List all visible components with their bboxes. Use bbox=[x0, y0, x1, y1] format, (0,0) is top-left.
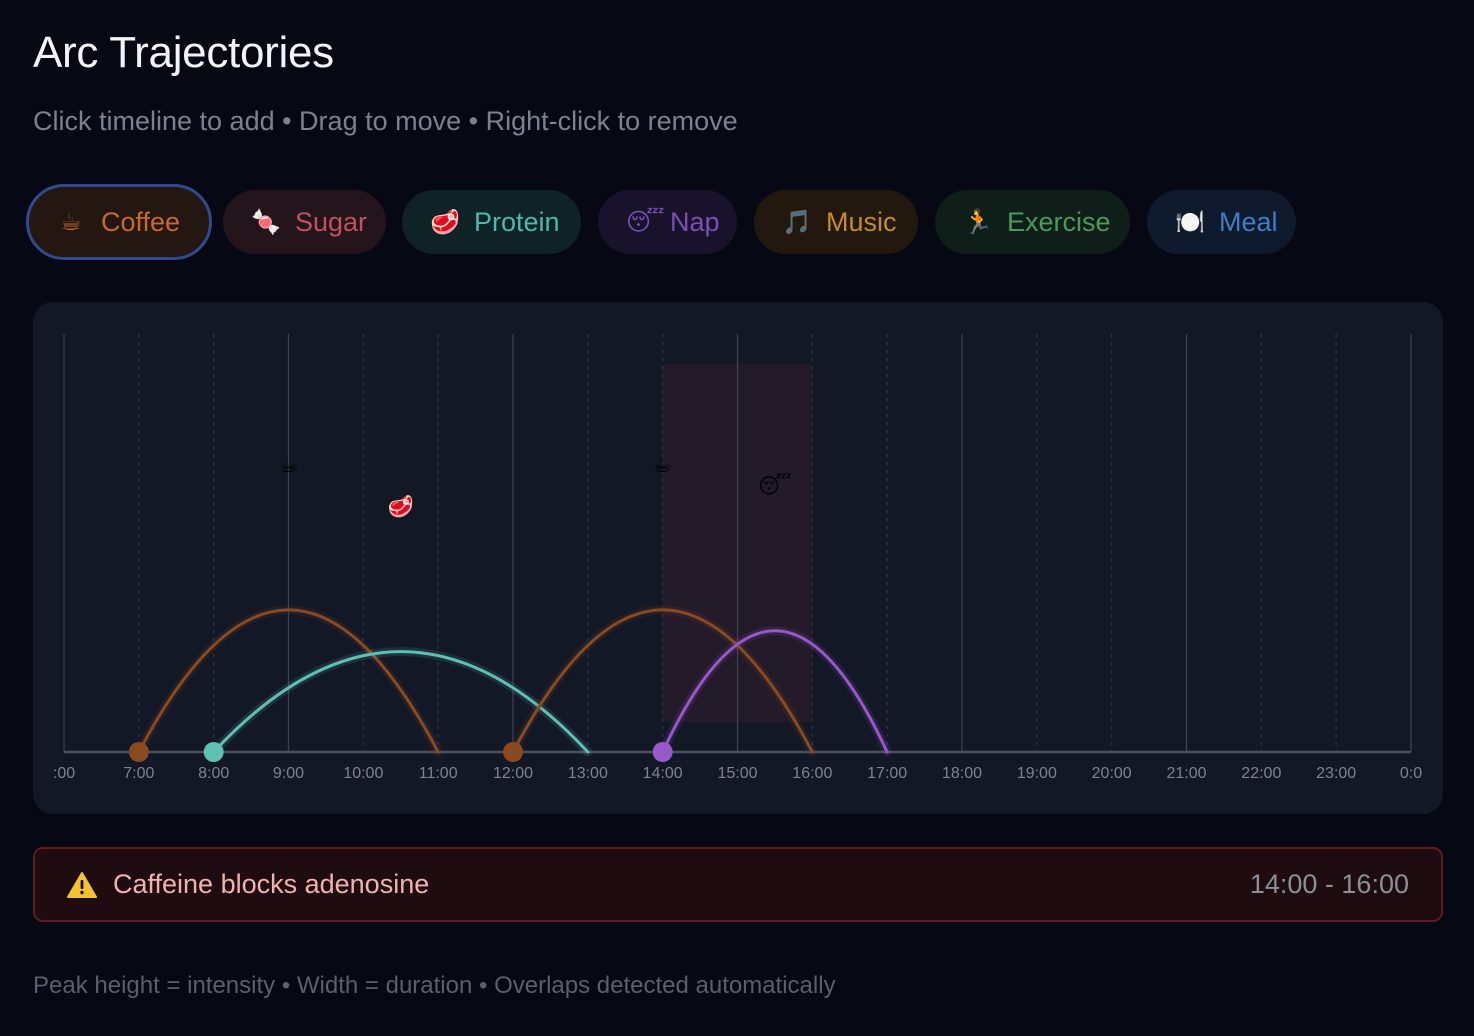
tick-label: 18:00 bbox=[942, 765, 982, 782]
tick-label: 23:00 bbox=[1316, 765, 1356, 782]
timeline-chart[interactable]: :00 7:00 8:00 9:00 10:00 11:00 12:00 13:00 14:00… bbox=[33, 302, 1443, 814]
nap-marker-icon: 😴 bbox=[758, 473, 792, 498]
chip-label: Protein bbox=[474, 206, 560, 237]
tick-label: 11:00 bbox=[419, 765, 458, 782]
page-title: Arc Trajectories bbox=[33, 28, 334, 77]
coffee-handle[interactable] bbox=[128, 742, 149, 762]
coffee-handle[interactable] bbox=[503, 742, 523, 762]
tick-label: 17:00 bbox=[867, 765, 907, 782]
coffee-arc[interactable] bbox=[511, 608, 814, 754]
page-subtitle: Click timeline to add • Drag to move • R… bbox=[33, 106, 738, 136]
music-icon: 🎵 bbox=[782, 208, 812, 236]
tick-label: 16:00 bbox=[792, 765, 832, 782]
exercise-icon: 🏃 bbox=[963, 208, 993, 236]
coffee-marker-icon: ☕ bbox=[279, 454, 298, 477]
nap-icon: 😴 bbox=[626, 208, 665, 236]
tick-label: 19:00 bbox=[1017, 765, 1057, 782]
chip-coffee[interactable]: ☕ Coffee bbox=[26, 184, 212, 260]
alert-time-range: 14:00 - 16:00 bbox=[1249, 869, 1409, 899]
tick-label: 0:0 bbox=[1400, 765, 1422, 782]
warning-icon bbox=[67, 871, 97, 898]
chip-meal[interactable]: 🍽️ Meal bbox=[1147, 190, 1296, 254]
tick-label: :00 bbox=[53, 765, 75, 782]
meal-icon: 🍽️ bbox=[1175, 208, 1205, 236]
tick-label: 21:00 bbox=[1166, 765, 1206, 782]
tick-label: 20:00 bbox=[1092, 765, 1132, 782]
chip-music[interactable]: 🎵 Music bbox=[754, 190, 918, 254]
overlap-alert: Caffeine blocks adenosine 14:00 - 16:00 bbox=[33, 847, 1443, 922]
tick-label: 8:00 bbox=[198, 765, 229, 782]
protein-arc[interactable] bbox=[212, 650, 590, 754]
coffee-marker-icon: ☕ bbox=[653, 454, 672, 477]
timeline-chart-panel[interactable]: :00 7:00 8:00 9:00 10:00 11:00 12:00 13:00 14:00… bbox=[33, 302, 1443, 814]
protein-marker-icon: 🥩 bbox=[388, 494, 414, 520]
tick-label: 9:00 bbox=[273, 765, 304, 782]
chip-sugar[interactable]: 🍬 Sugar bbox=[223, 190, 386, 254]
chip-protein[interactable]: 🥩 Protein bbox=[402, 190, 581, 254]
coffee-arc[interactable] bbox=[137, 608, 440, 754]
chip-label: Coffee bbox=[101, 206, 181, 237]
tick-label: 14:00 bbox=[643, 765, 683, 782]
alert-message: Caffeine blocks adenosine bbox=[113, 869, 430, 899]
tick-label: 22:00 bbox=[1241, 765, 1281, 782]
sugar-icon: 🍬 bbox=[251, 208, 281, 236]
chip-label: Music bbox=[826, 206, 897, 237]
tick-label: 12:00 bbox=[493, 765, 533, 782]
chip-exercise[interactable]: 🏃 Exercise bbox=[935, 190, 1130, 254]
chip-label: Nap bbox=[670, 206, 720, 237]
chip-label: Meal bbox=[1219, 206, 1278, 237]
tick-label: 15:00 bbox=[717, 765, 757, 782]
tick-label: 13:00 bbox=[568, 765, 608, 782]
nap-handle[interactable] bbox=[652, 742, 673, 762]
protein-icon: 🥩 bbox=[430, 208, 460, 236]
chip-label: Exercise bbox=[1007, 206, 1111, 237]
footer-hint: Peak height = intensity • Width = durati… bbox=[33, 972, 836, 999]
tick-label: 10:00 bbox=[343, 765, 383, 782]
tick-label: 7:00 bbox=[123, 765, 154, 782]
chip-nap[interactable]: 😴 Nap bbox=[598, 190, 737, 254]
coffee-icon: ☕ bbox=[60, 208, 82, 236]
protein-handle[interactable] bbox=[203, 742, 224, 762]
nap-arc[interactable] bbox=[661, 629, 889, 754]
chip-label: Sugar bbox=[295, 206, 368, 237]
